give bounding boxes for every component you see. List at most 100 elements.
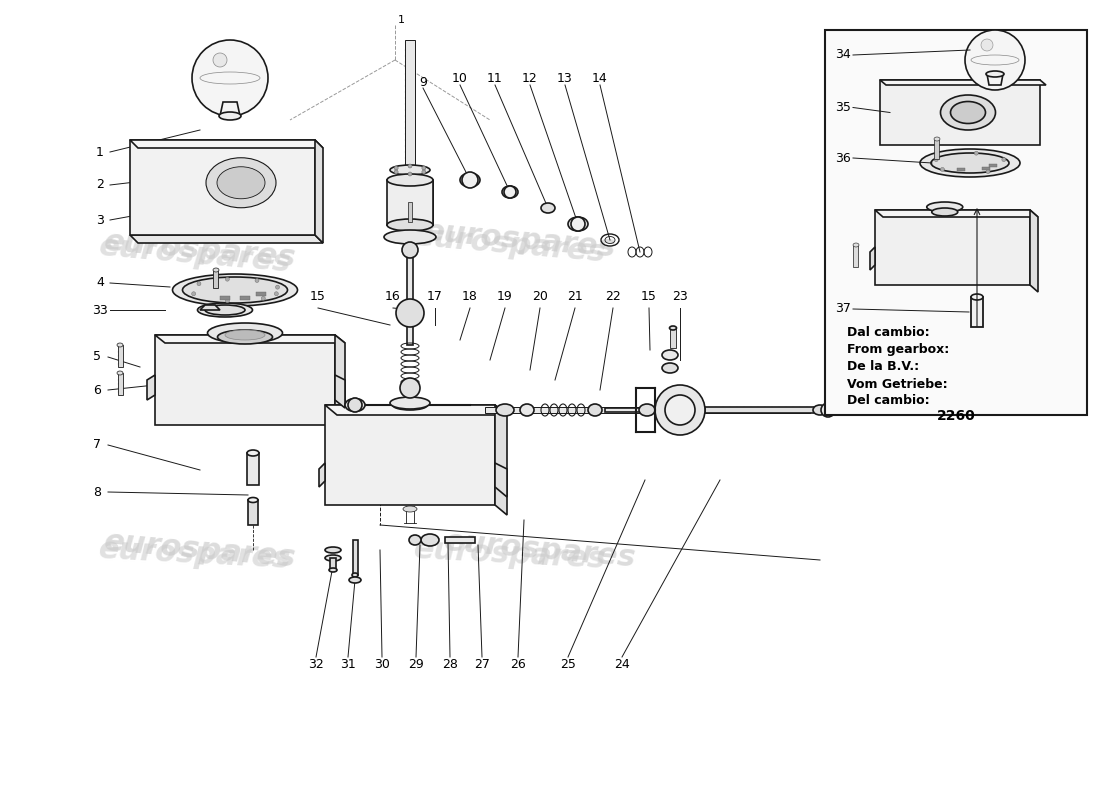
Circle shape [226, 277, 230, 281]
Polygon shape [155, 335, 345, 343]
Ellipse shape [409, 535, 421, 545]
Circle shape [934, 158, 938, 162]
Text: 22: 22 [605, 290, 620, 302]
Bar [220, 295, 230, 299]
Text: 1: 1 [398, 15, 405, 25]
Text: 30: 30 [374, 658, 389, 671]
Ellipse shape [248, 498, 258, 502]
Bar [387, 180, 433, 225]
Ellipse shape [520, 404, 534, 416]
Ellipse shape [208, 323, 283, 343]
Polygon shape [324, 405, 507, 415]
Ellipse shape [460, 173, 480, 187]
Circle shape [965, 30, 1025, 90]
Circle shape [394, 170, 398, 174]
Text: De la B.V.:: De la B.V.: [847, 361, 920, 374]
Ellipse shape [940, 95, 996, 130]
Bar [971, 297, 983, 327]
Text: 21: 21 [568, 290, 583, 302]
Circle shape [462, 172, 478, 188]
Ellipse shape [226, 330, 265, 340]
Bar [405, 40, 415, 170]
Ellipse shape [931, 153, 1009, 173]
Text: 32: 32 [308, 658, 323, 671]
Circle shape [821, 403, 835, 417]
Polygon shape [336, 375, 345, 408]
Bar [934, 139, 939, 159]
Circle shape [400, 378, 420, 398]
Bar [874, 210, 1030, 285]
Ellipse shape [950, 102, 986, 123]
Polygon shape [495, 405, 507, 515]
Text: 1: 1 [96, 146, 103, 158]
Bar [155, 335, 336, 425]
Text: eurospares: eurospares [98, 535, 292, 574]
Bar [957, 168, 966, 171]
Ellipse shape [329, 568, 337, 572]
Bar [353, 540, 358, 575]
Text: Dal cambio:: Dal cambio: [847, 326, 930, 339]
Text: Vom Getriebe:: Vom Getriebe: [847, 378, 947, 390]
Text: 37: 37 [835, 302, 851, 315]
Text: 15: 15 [310, 290, 326, 302]
Ellipse shape [813, 405, 827, 415]
Circle shape [394, 166, 398, 170]
Text: eurospares: eurospares [102, 527, 297, 573]
Text: 4: 4 [96, 277, 103, 290]
Polygon shape [495, 463, 507, 497]
Circle shape [666, 395, 695, 425]
Polygon shape [147, 375, 155, 400]
Polygon shape [319, 463, 324, 487]
Bar [130, 140, 315, 235]
Circle shape [408, 172, 412, 176]
Circle shape [654, 385, 705, 435]
Circle shape [422, 166, 426, 170]
Ellipse shape [219, 112, 241, 120]
Text: eurospares: eurospares [102, 227, 297, 273]
Circle shape [191, 292, 196, 296]
Text: 11: 11 [487, 73, 503, 86]
Text: From gearbox:: From gearbox: [847, 343, 949, 357]
Text: 7: 7 [94, 438, 101, 451]
Text: 26: 26 [510, 658, 526, 671]
Text: eurospares: eurospares [98, 232, 293, 278]
Circle shape [571, 217, 585, 231]
Text: 19: 19 [497, 290, 513, 302]
Text: 23: 23 [672, 290, 688, 302]
Text: 16: 16 [385, 290, 400, 302]
Bar [248, 500, 258, 525]
Polygon shape [130, 235, 323, 243]
Polygon shape [880, 80, 1046, 85]
Ellipse shape [393, 400, 428, 410]
Circle shape [192, 40, 268, 116]
Circle shape [213, 53, 227, 67]
Ellipse shape [205, 305, 245, 315]
Text: 29: 29 [408, 658, 424, 671]
Text: 14: 14 [592, 73, 608, 86]
Circle shape [986, 170, 990, 174]
Ellipse shape [920, 149, 1020, 177]
Ellipse shape [588, 404, 602, 416]
Bar [446, 537, 475, 543]
Ellipse shape [852, 243, 859, 247]
Text: Del cambio:: Del cambio: [847, 394, 930, 407]
Ellipse shape [213, 268, 219, 272]
Bar [880, 80, 1040, 145]
Text: 8: 8 [94, 486, 101, 498]
Circle shape [262, 297, 265, 301]
Bar [605, 408, 645, 412]
Ellipse shape [390, 165, 430, 175]
Bar [825, 30, 1087, 415]
Ellipse shape [117, 343, 123, 347]
Ellipse shape [117, 371, 123, 375]
Ellipse shape [932, 208, 958, 216]
Bar [248, 453, 258, 485]
Circle shape [940, 167, 945, 171]
Polygon shape [220, 102, 240, 116]
Text: 17: 17 [427, 290, 443, 302]
Text: 2260: 2260 [936, 409, 976, 423]
Text: 27: 27 [474, 658, 490, 671]
Text: 15: 15 [641, 290, 657, 302]
Circle shape [981, 39, 993, 51]
Ellipse shape [206, 158, 276, 208]
